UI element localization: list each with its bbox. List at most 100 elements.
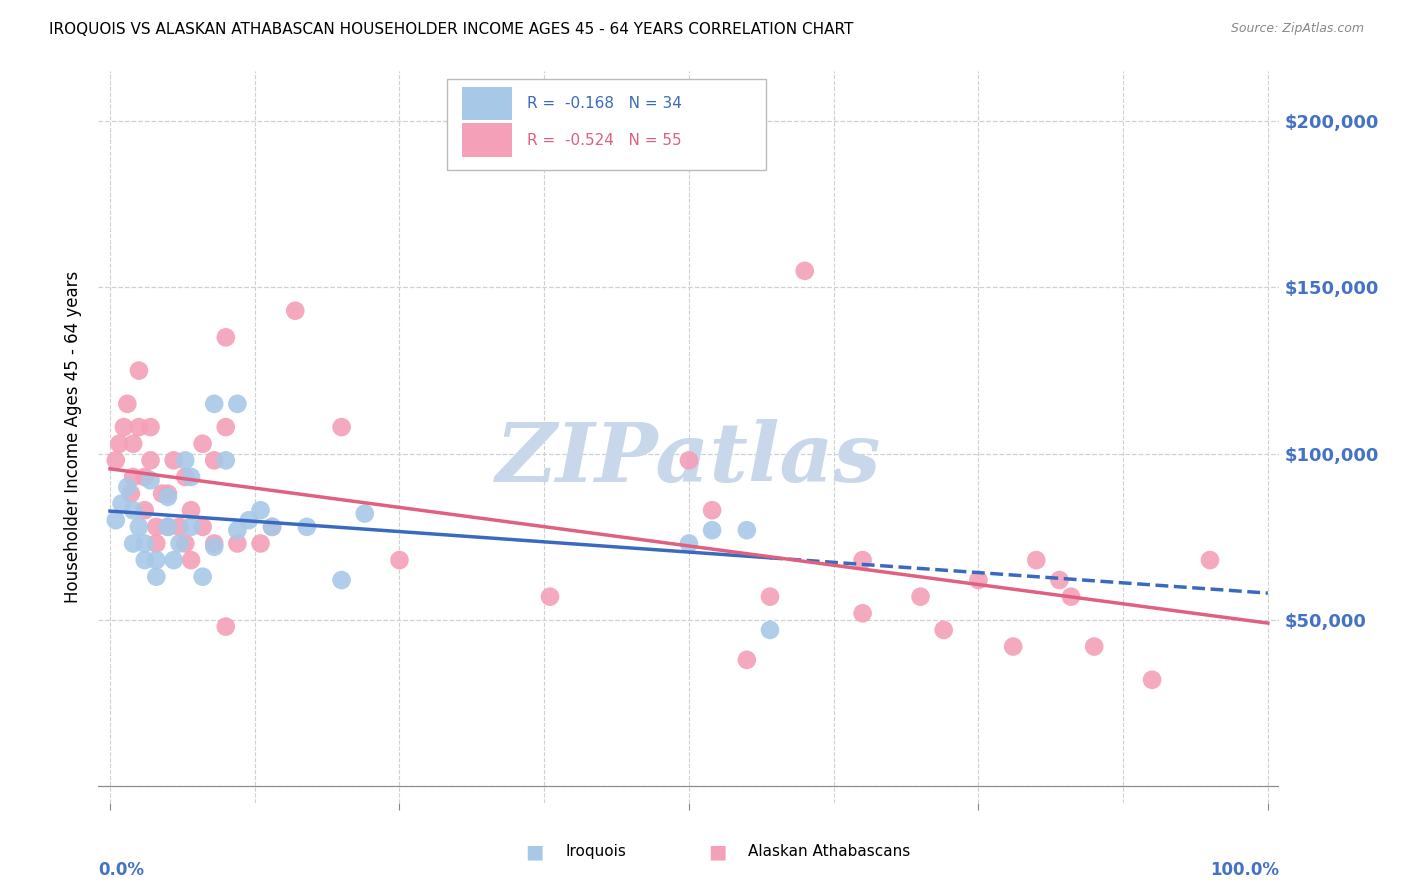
Text: ■: ■ (707, 842, 727, 862)
Point (145, 553, 167, 567)
Point (388, 553, 411, 567)
Point (117, 480, 139, 494)
Text: ZIPatlas: ZIPatlas (496, 419, 882, 499)
Point (202, 453, 225, 467)
Point (1199, 553, 1222, 567)
Text: R =  -0.524   N = 55: R = -0.524 N = 55 (527, 133, 682, 147)
Point (678, 453, 700, 467)
Point (104, 513, 127, 527)
Point (1002, 640, 1025, 654)
Point (122, 436, 145, 450)
Point (759, 590, 782, 604)
Point (226, 536, 249, 550)
Point (226, 397, 249, 411)
Point (262, 520, 284, 534)
Point (156, 490, 179, 504)
Point (169, 536, 191, 550)
Text: Source: ZipAtlas.com: Source: ZipAtlas.com (1230, 22, 1364, 36)
Point (1049, 573, 1071, 587)
Point (852, 553, 875, 567)
Point (284, 303, 307, 318)
Text: R =  -0.168   N = 34: R = -0.168 N = 34 (527, 96, 682, 111)
Point (793, 264, 815, 278)
Point (295, 520, 318, 534)
Point (1025, 553, 1047, 567)
Point (202, 397, 225, 411)
Point (117, 397, 139, 411)
Point (202, 540, 225, 554)
Point (202, 536, 225, 550)
Text: Iroquois: Iroquois (565, 845, 626, 859)
Point (134, 536, 156, 550)
Point (215, 420, 238, 434)
Text: 100.0%: 100.0% (1211, 862, 1279, 880)
Point (134, 470, 156, 484)
Text: IROQUOIS VS ALASKAN ATHABASCAN HOUSEHOLDER INCOME AGES 45 - 64 YEARS CORRELATION: IROQUOIS VS ALASKAN ATHABASCAN HOUSEHOLD… (49, 22, 853, 37)
Point (145, 536, 167, 550)
Point (180, 520, 202, 534)
Point (174, 470, 197, 484)
Point (226, 523, 249, 537)
Point (678, 536, 700, 550)
Point (249, 536, 271, 550)
Point (735, 523, 758, 537)
Point (150, 486, 173, 500)
Point (128, 420, 150, 434)
FancyBboxPatch shape (463, 123, 512, 157)
Point (191, 570, 214, 584)
Point (156, 520, 179, 534)
Point (759, 623, 782, 637)
Point (139, 473, 162, 487)
Point (110, 497, 132, 511)
Point (215, 330, 238, 344)
Point (249, 503, 271, 517)
Point (134, 503, 156, 517)
Point (156, 486, 179, 500)
Point (104, 453, 127, 467)
Point (1083, 640, 1105, 654)
Point (538, 590, 561, 604)
Point (174, 536, 197, 550)
Point (156, 520, 179, 534)
Point (174, 453, 197, 467)
Point (238, 513, 260, 527)
Point (330, 573, 353, 587)
Point (122, 470, 145, 484)
Point (1140, 673, 1163, 687)
Point (353, 507, 375, 521)
Point (128, 363, 150, 377)
Point (145, 570, 167, 584)
Point (180, 503, 202, 517)
Point (139, 453, 162, 467)
Point (163, 453, 186, 467)
Point (700, 503, 723, 517)
Point (1060, 590, 1083, 604)
Point (700, 523, 723, 537)
Point (215, 619, 238, 633)
Text: Alaskan Athabascans: Alaskan Athabascans (748, 845, 910, 859)
Point (967, 573, 990, 587)
Point (139, 420, 162, 434)
Point (330, 420, 353, 434)
Point (735, 653, 758, 667)
Point (145, 520, 167, 534)
Point (932, 623, 955, 637)
Point (262, 520, 284, 534)
Point (120, 486, 142, 500)
Point (852, 607, 875, 621)
FancyBboxPatch shape (463, 87, 512, 120)
Point (163, 553, 186, 567)
FancyBboxPatch shape (447, 78, 766, 170)
Y-axis label: Householder Income Ages 45 - 64 years: Householder Income Ages 45 - 64 years (65, 271, 83, 603)
Point (112, 420, 135, 434)
Point (215, 453, 238, 467)
Point (122, 503, 145, 517)
Point (122, 536, 145, 550)
Point (180, 553, 202, 567)
Point (191, 520, 214, 534)
Point (169, 520, 191, 534)
Point (910, 590, 932, 604)
Point (180, 470, 202, 484)
Point (134, 553, 156, 567)
Point (128, 520, 150, 534)
